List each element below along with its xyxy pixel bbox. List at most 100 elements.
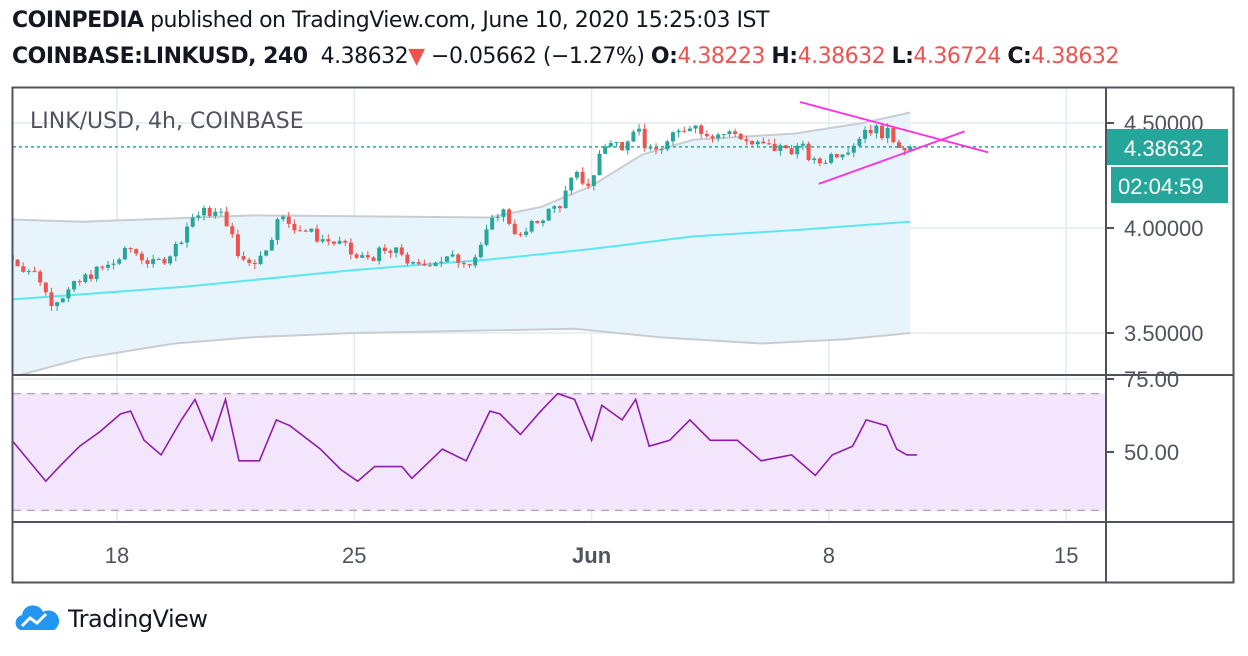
candle-body bbox=[416, 262, 421, 264]
triangle-upper-line bbox=[799, 101, 989, 154]
candle-body bbox=[66, 289, 71, 299]
candle-body bbox=[388, 250, 393, 253]
time-tick-label: 25 bbox=[342, 543, 366, 568]
candle-body bbox=[501, 209, 506, 217]
open-label: O: bbox=[650, 44, 678, 69]
candle-body bbox=[648, 147, 653, 149]
cloud-icon bbox=[15, 605, 60, 630]
candle-body bbox=[286, 216, 291, 224]
candle-body bbox=[365, 255, 370, 258]
candle-body bbox=[744, 139, 749, 141]
candle-body bbox=[89, 274, 94, 280]
candle-body bbox=[704, 134, 709, 137]
candle-body bbox=[343, 240, 348, 243]
time-tick-label: 18 bbox=[105, 543, 129, 568]
candle-body bbox=[597, 153, 602, 176]
candle-body bbox=[716, 134, 721, 139]
candle-body bbox=[360, 255, 365, 258]
candle-body bbox=[834, 154, 839, 158]
bollinger-fill bbox=[13, 112, 911, 375]
candle-body bbox=[354, 254, 359, 258]
candle-body bbox=[252, 262, 257, 265]
candle-body bbox=[326, 239, 331, 242]
candle-body bbox=[823, 162, 828, 164]
candle-body bbox=[490, 217, 495, 230]
logo-text: TradingView bbox=[68, 605, 208, 633]
candle-body bbox=[444, 256, 449, 262]
candle-body bbox=[846, 152, 851, 155]
candle-body bbox=[320, 239, 325, 242]
publisher-name: COINPEDIA bbox=[12, 8, 144, 33]
candle-body bbox=[840, 154, 845, 158]
chart-frame bbox=[11, 86, 1235, 584]
tradingview-logo[interactable]: TradingView bbox=[12, 604, 208, 634]
candle-body bbox=[292, 223, 297, 231]
candle-body bbox=[812, 158, 817, 161]
candle-body bbox=[665, 141, 670, 150]
candle-body bbox=[185, 226, 190, 243]
candle-body bbox=[298, 230, 303, 232]
bollinger-lower bbox=[15, 327, 911, 375]
candle-body bbox=[863, 129, 868, 139]
last-price-text: 4.38632 bbox=[1124, 136, 1204, 161]
candle-body bbox=[524, 231, 529, 235]
price-tick-label: 3.50000 bbox=[1124, 321, 1204, 346]
last-price-label: 4.38632 bbox=[1106, 129, 1228, 165]
candle-body bbox=[896, 142, 901, 148]
candle-body bbox=[693, 125, 698, 129]
candle-body bbox=[817, 158, 822, 164]
candle-body bbox=[394, 247, 399, 253]
candle-body bbox=[495, 216, 500, 218]
high-value: 4.38632 bbox=[797, 44, 886, 69]
candle-body bbox=[151, 259, 156, 264]
candle-body bbox=[77, 281, 82, 283]
candle-body bbox=[83, 274, 88, 283]
candle-body bbox=[117, 259, 122, 264]
candle-body bbox=[563, 190, 568, 209]
moving-average-line bbox=[13, 220, 911, 301]
candle-body bbox=[122, 247, 127, 260]
candle-body bbox=[699, 125, 704, 135]
candle-body bbox=[670, 132, 675, 142]
candle-body bbox=[473, 257, 478, 266]
candle-body bbox=[196, 215, 201, 218]
candle-body bbox=[659, 149, 664, 151]
candle-body bbox=[868, 129, 873, 134]
candle-body bbox=[428, 265, 433, 267]
candle-body bbox=[767, 143, 772, 145]
candle-body bbox=[337, 240, 342, 244]
candle-body bbox=[281, 216, 286, 220]
candle-body bbox=[874, 125, 879, 134]
candle-body bbox=[422, 263, 427, 266]
candle-body bbox=[72, 281, 77, 290]
candle-body bbox=[450, 254, 455, 257]
candle-body bbox=[162, 258, 167, 264]
candle-body bbox=[247, 259, 252, 263]
candle-body bbox=[173, 243, 178, 257]
candle-body bbox=[614, 141, 619, 144]
candle-body bbox=[591, 175, 596, 186]
candle-body bbox=[902, 147, 907, 151]
candle-body bbox=[100, 266, 105, 268]
candle-body bbox=[331, 241, 336, 244]
candle-body bbox=[642, 128, 647, 149]
candle-body bbox=[179, 242, 184, 244]
candle-body bbox=[145, 260, 150, 264]
candle-body bbox=[586, 183, 591, 186]
candle-body bbox=[26, 271, 31, 273]
candle-body bbox=[710, 136, 715, 139]
chart-legend: LINK/USD, 4h, COINBASE bbox=[30, 109, 304, 134]
candle-body bbox=[128, 247, 133, 250]
high-label: H: bbox=[771, 44, 798, 69]
candle-body bbox=[111, 263, 116, 265]
candle-body bbox=[309, 228, 314, 232]
candle-body bbox=[778, 145, 783, 151]
low-label: L: bbox=[891, 44, 914, 69]
candle-body bbox=[608, 143, 613, 147]
candle-body bbox=[269, 240, 274, 251]
candle-body bbox=[750, 140, 755, 145]
symbol-label: COINBASE:LINKUSD, 240 bbox=[12, 44, 308, 69]
candle-body bbox=[721, 134, 726, 136]
candle-body bbox=[569, 177, 574, 191]
